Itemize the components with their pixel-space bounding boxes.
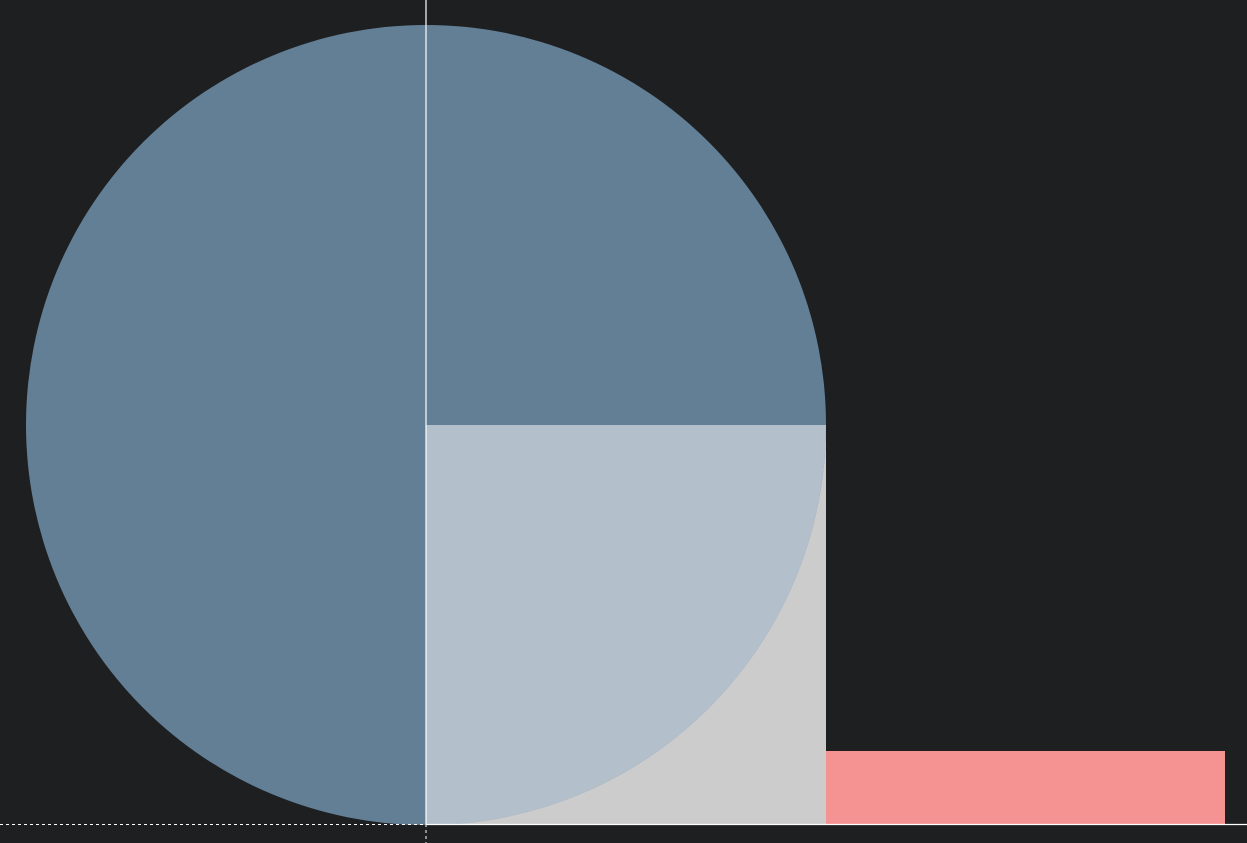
pink-bar xyxy=(826,751,1225,825)
light-quadrant xyxy=(426,425,826,825)
